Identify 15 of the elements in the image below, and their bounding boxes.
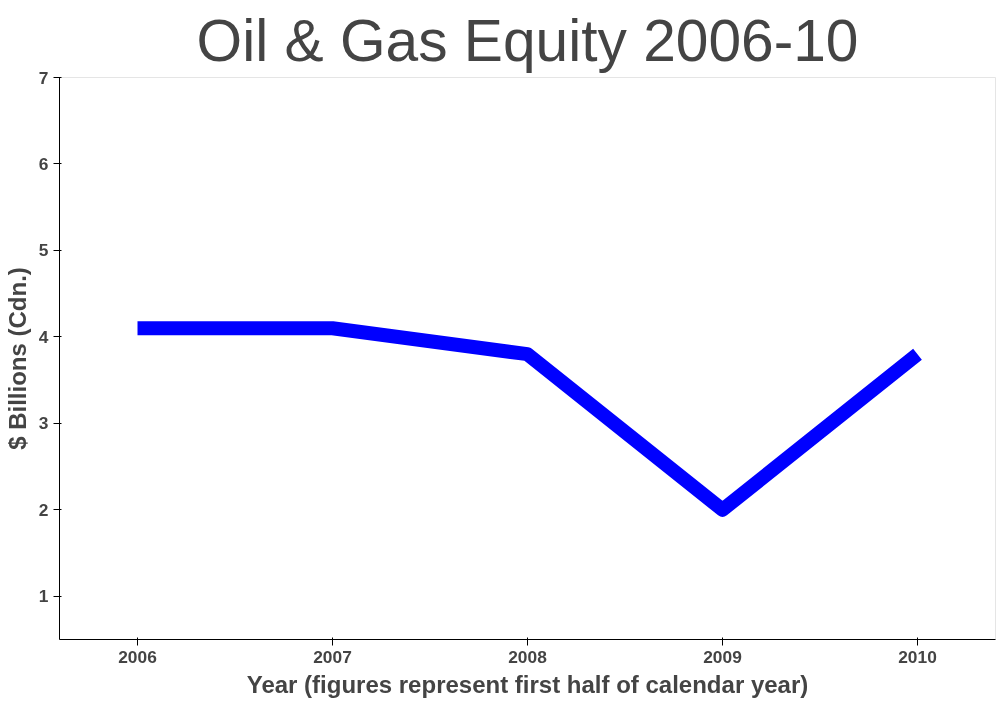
y-tick-label: 7 [38, 67, 49, 88]
y-tick-label: 3 [38, 413, 49, 434]
x-tick-label: 2008 [508, 646, 548, 667]
y-axis-title: $ Billions (Cdn.) [3, 267, 31, 450]
x-tick-label: 2006 [118, 646, 158, 667]
y-tick-label: 6 [38, 153, 49, 174]
y-tick-label: 5 [38, 240, 49, 261]
chart-title: Oil & Gas Equity 2006-10 [196, 7, 859, 73]
x-tick-label: 2007 [313, 646, 352, 667]
x-tick-label: 2009 [703, 646, 742, 667]
x-axis-title: Year (figures represent first half of calendar year) [246, 670, 809, 698]
y-tick-label: 2 [38, 499, 49, 520]
y-tick-label: 1 [38, 586, 49, 607]
x-tick-label: 2010 [898, 646, 937, 667]
y-tick-label: 4 [38, 326, 49, 347]
